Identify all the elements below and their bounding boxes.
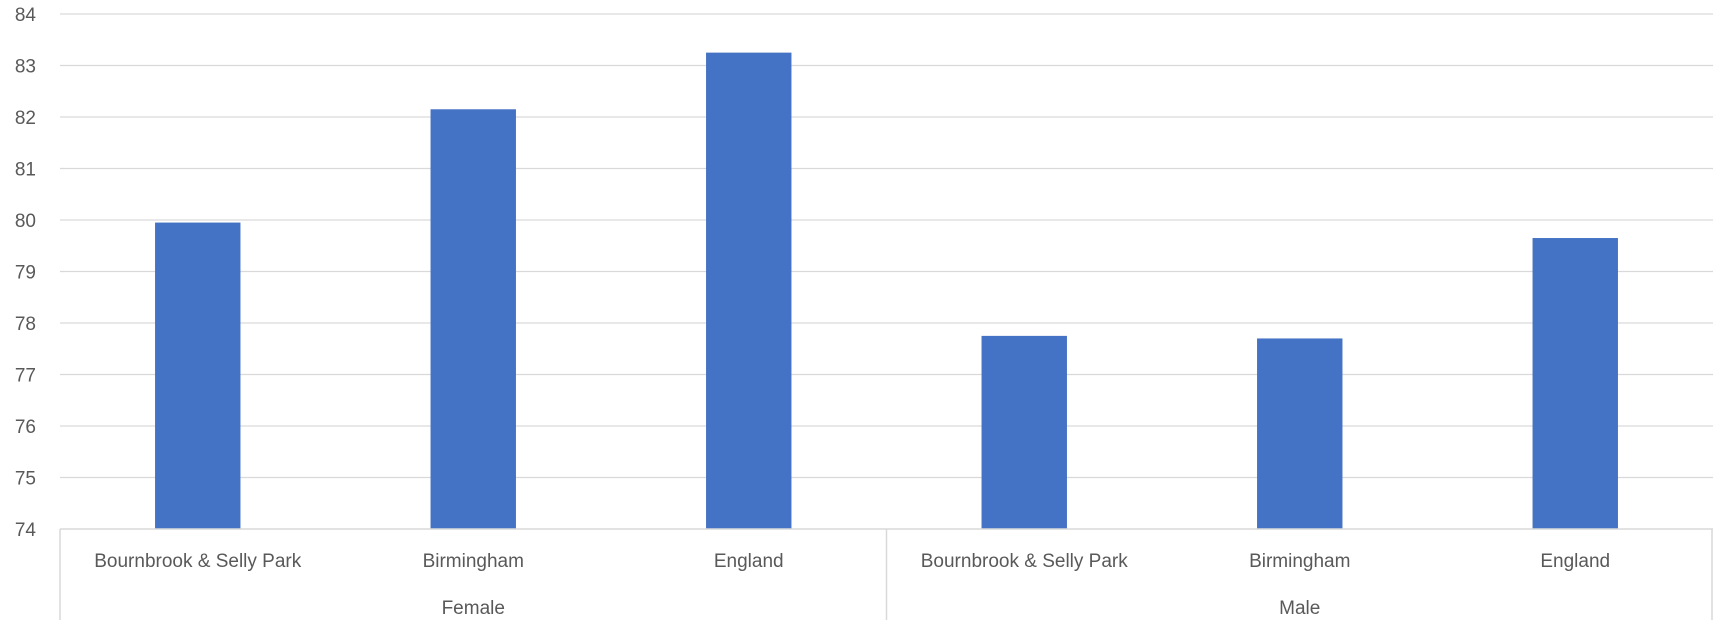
- bar-female-0: [155, 222, 241, 529]
- y-axis: 74 75 76 77 78 79 80 81 82 83 84: [15, 5, 37, 541]
- y-tick-label: 79: [15, 263, 36, 284]
- y-tick-label: 76: [15, 417, 36, 438]
- bar-male-1: [1257, 338, 1343, 529]
- y-tick-label: 80: [15, 211, 36, 232]
- gridlines: [60, 13, 1713, 479]
- y-tick-label: 75: [15, 469, 36, 490]
- bars: [155, 52, 1618, 530]
- bar-male-0: [981, 335, 1067, 529]
- y-tick-label: 74: [15, 520, 37, 541]
- bar-female-2: [706, 52, 792, 529]
- x-group-label: Male: [1279, 598, 1320, 619]
- bar-female-1: [430, 109, 516, 530]
- bar-male-2: [1532, 238, 1618, 529]
- x-category-label: England: [1540, 551, 1610, 572]
- x-group-label: Female: [442, 598, 505, 619]
- x-category-label: England: [714, 551, 784, 572]
- x-category-label: Bournbrook & Selly Park: [921, 551, 1128, 572]
- y-tick-label: 83: [15, 57, 36, 78]
- x-category-label: Birmingham: [1249, 551, 1350, 572]
- y-tick-label: 84: [15, 5, 37, 26]
- x-category-label: Bournbrook & Selly Park: [94, 551, 301, 572]
- y-tick-label: 81: [15, 160, 36, 181]
- x-axis: Bournbrook & Selly Park Birmingham England…: [59, 528, 1713, 620]
- y-tick-label: 78: [15, 314, 36, 335]
- y-tick-label: 82: [15, 108, 36, 129]
- y-tick-label: 77: [15, 366, 36, 387]
- x-category-label: Birmingham: [423, 551, 524, 572]
